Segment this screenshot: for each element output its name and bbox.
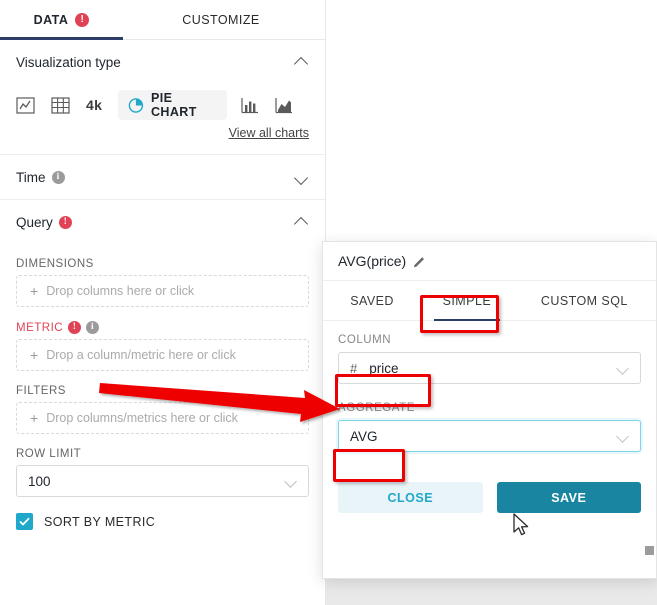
plus-icon: + <box>30 410 39 426</box>
pencil-icon[interactable] <box>413 255 426 268</box>
control-panel: DATA ! CUSTOMIZE Visualization type <box>0 0 326 605</box>
filters-label: FILTERS <box>16 385 66 397</box>
dimensions-dropzone[interactable]: + Drop columns here or click <box>16 275 309 307</box>
line-chart-icon[interactable] <box>16 90 35 120</box>
view-all-charts-row: View all charts <box>16 122 309 154</box>
plus-icon: + <box>30 347 39 363</box>
chevron-down-icon <box>617 430 629 442</box>
pie-chart-label: PIE CHART <box>151 91 197 119</box>
tab-simple[interactable]: SIMPLE <box>428 281 506 321</box>
sort-by-metric-row[interactable]: SORT BY METRIC <box>16 513 309 530</box>
column-label: COLUMN <box>338 334 392 346</box>
popover-header: AVG(price) <box>323 242 656 281</box>
column-value: price <box>369 360 399 376</box>
chevron-down-icon[interactable] <box>295 170 309 184</box>
metric-info-icon[interactable]: i <box>86 321 100 334</box>
query-header[interactable]: Query ! <box>16 200 309 244</box>
query-chevron-up-icon[interactable] <box>295 215 309 229</box>
data-error-badge: ! <box>75 13 90 27</box>
section-query: Query ! DIMENSIONS + Drop columns here o… <box>0 200 325 530</box>
view-all-charts-link[interactable]: View all charts <box>228 126 309 140</box>
visualization-type-header[interactable]: Visualization type <box>16 40 309 84</box>
tab-customize[interactable]: CUSTOMIZE <box>123 0 319 40</box>
popover-body: COLUMN # price AGGREGATE AVG <box>323 321 656 452</box>
section-time: Time i <box>0 155 325 200</box>
metric-error-icon[interactable]: ! <box>68 321 82 334</box>
metric-editor-popover: AVG(price) SAVED SIMPLE CUSTOM SQL COLUM… <box>322 241 657 579</box>
big-number-icon[interactable]: 4k <box>86 97 103 113</box>
table-icon[interactable] <box>51 90 70 120</box>
row-limit-value: 100 <box>28 473 51 489</box>
column-select[interactable]: # price <box>338 352 641 384</box>
query-label: Query <box>16 214 53 230</box>
sort-by-metric-label: SORT BY METRIC <box>44 514 156 529</box>
tab-data[interactable]: DATA ! <box>0 0 123 40</box>
bar-chart-icon[interactable] <box>241 90 259 120</box>
chevron-up-icon[interactable] <box>295 55 309 69</box>
save-button[interactable]: SAVE <box>496 482 641 513</box>
metric-placeholder: Drop a column/metric here or click <box>46 348 236 362</box>
plus-icon: + <box>30 283 39 299</box>
metric-label-row: METRIC ! i <box>16 321 309 334</box>
section-visualization-type: Visualization type <box>0 40 325 155</box>
popover-actions: CLOSE SAVE <box>323 452 656 513</box>
numeric-column-icon: # <box>350 360 358 376</box>
popover-title: AVG(price) <box>338 253 407 269</box>
pie-chart-icon[interactable]: PIE CHART <box>118 90 227 120</box>
chevron-down-icon <box>285 475 297 487</box>
tab-saved[interactable]: SAVED <box>350 294 394 308</box>
close-button[interactable]: CLOSE <box>338 482 483 513</box>
chevron-down-icon <box>617 362 629 374</box>
sort-by-metric-checkbox[interactable] <box>16 513 33 530</box>
filters-placeholder: Drop columns/metrics here or click <box>46 411 238 425</box>
row-limit-select[interactable]: 100 <box>16 465 309 497</box>
metric-label: METRIC <box>16 321 64 334</box>
dimensions-placeholder: Drop columns here or click <box>46 284 195 298</box>
query-title: Query ! <box>16 215 72 230</box>
time-label: Time <box>16 169 46 185</box>
visualization-type-list: 4k PIE CHART <box>16 84 309 122</box>
panel-tabs: DATA ! CUSTOMIZE <box>0 0 325 40</box>
time-info-icon[interactable]: i <box>51 170 65 184</box>
area-chart-icon[interactable] <box>275 90 293 120</box>
tab-custom-sql[interactable]: CUSTOM SQL <box>540 294 628 308</box>
popover-tabs: SAVED SIMPLE CUSTOM SQL <box>323 281 656 321</box>
row-limit-label: ROW LIMIT <box>16 448 82 460</box>
query-error-icon[interactable]: ! <box>58 215 72 229</box>
aggregate-label: AGGREGATE <box>338 402 415 414</box>
metric-dropzone[interactable]: + Drop a column/metric here or click <box>16 339 309 371</box>
tab-data-label: DATA <box>33 13 69 27</box>
time-header[interactable]: Time i <box>16 155 309 199</box>
aggregate-select[interactable]: AVG <box>338 420 641 452</box>
visualization-type-title: Visualization type <box>16 54 121 70</box>
aggregate-value: AVG <box>350 428 378 444</box>
resize-handle[interactable] <box>645 546 654 555</box>
filters-dropzone[interactable]: + Drop columns/metrics here or click <box>16 402 309 434</box>
time-title: Time i <box>16 170 65 185</box>
dimensions-label: DIMENSIONS <box>16 258 94 270</box>
tab-customize-label: CUSTOMIZE <box>182 13 260 27</box>
